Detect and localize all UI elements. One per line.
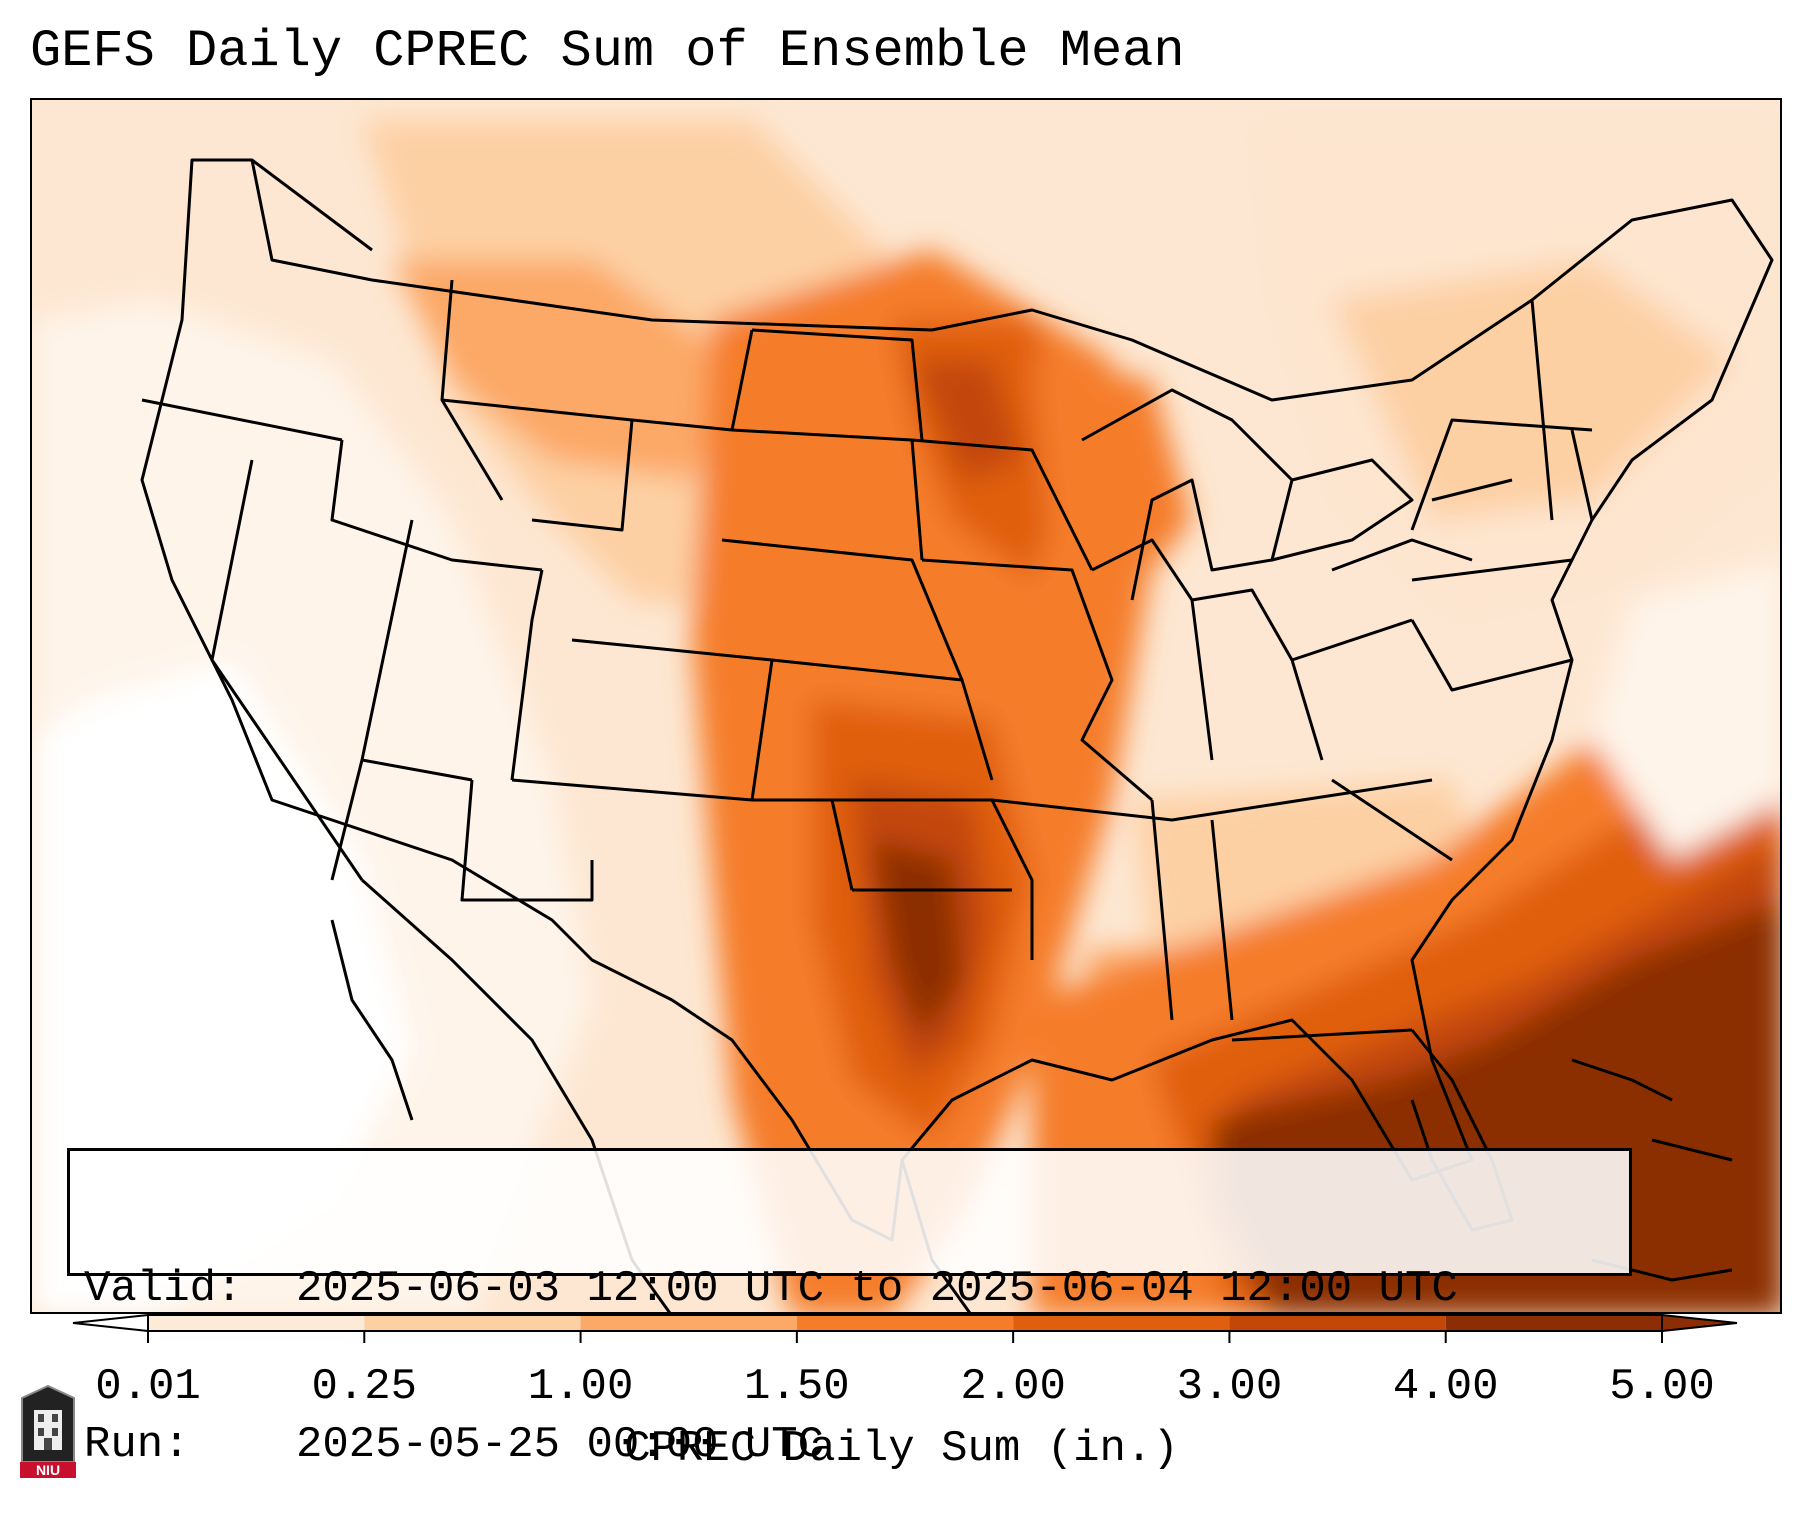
- colorbar-tick-label: 0.25: [311, 1362, 418, 1412]
- colorbar: [72, 1313, 1738, 1343]
- colorbar-segment: [364, 1315, 581, 1331]
- map-canvas: [32, 100, 1780, 1312]
- colorbar-tick-label: 4.00: [1392, 1362, 1499, 1412]
- colorbar-segment: [796, 1315, 1014, 1331]
- colorbar-segment: [1229, 1315, 1446, 1331]
- colorbar-title: CPREC Daily Sum (in.): [624, 1424, 1179, 1474]
- map-title: GEFS Daily CPREC Sum of Ensemble Mean: [30, 22, 1185, 81]
- precipitation-map: [30, 98, 1782, 1314]
- colorbar-segment: [1445, 1315, 1662, 1331]
- valid-label: Valid:: [84, 1264, 243, 1314]
- colorbar-tick-label: 0.01: [95, 1362, 201, 1412]
- run-value: 2025-05-25 00:00 UTC: [296, 1420, 825, 1470]
- colorbar-outline: [147, 1314, 1663, 1332]
- colorbar-segment: [148, 1315, 365, 1331]
- run-label: Run:: [84, 1420, 190, 1470]
- colorbar-tick-label: 1.00: [527, 1362, 634, 1412]
- colorbar-tick-label: 1.50: [744, 1362, 850, 1412]
- colorbar-under-extension: [72, 1313, 149, 1333]
- colorbar-tick-label: 3.00: [1176, 1362, 1283, 1412]
- valid-value: 2025-06-03 12:00 UTC to 2025-06-04 12:00…: [296, 1264, 1458, 1314]
- colorbar-segments: [72, 1313, 1738, 1343]
- logo-text: NIU: [36, 1462, 60, 1478]
- valid-run-info-box: Valid: 2025-06-03 12:00 UTC to 2025-06-04…: [67, 1148, 1632, 1470]
- colorbar-segment: [1013, 1315, 1230, 1331]
- colorbar-tick-labels: 0.01 0.25 1.00 1.50 2.00 3.00 4.00 5.00: [0, 1362, 1803, 1412]
- colorbar-tick-label: 2.00: [960, 1362, 1066, 1412]
- valid-row: Valid: 2025-06-03 12:00 UTC to 2025-06-04…: [84, 1263, 1615, 1315]
- run-row: Run: 2025-05-25 00:00 UTC: [84, 1419, 1615, 1471]
- colorbar-tick-label: 5.00: [1609, 1362, 1715, 1412]
- colorbar-segment: [580, 1315, 797, 1331]
- colorbar-over-extension: [1661, 1313, 1738, 1333]
- niu-logo: NIU: [20, 1384, 76, 1478]
